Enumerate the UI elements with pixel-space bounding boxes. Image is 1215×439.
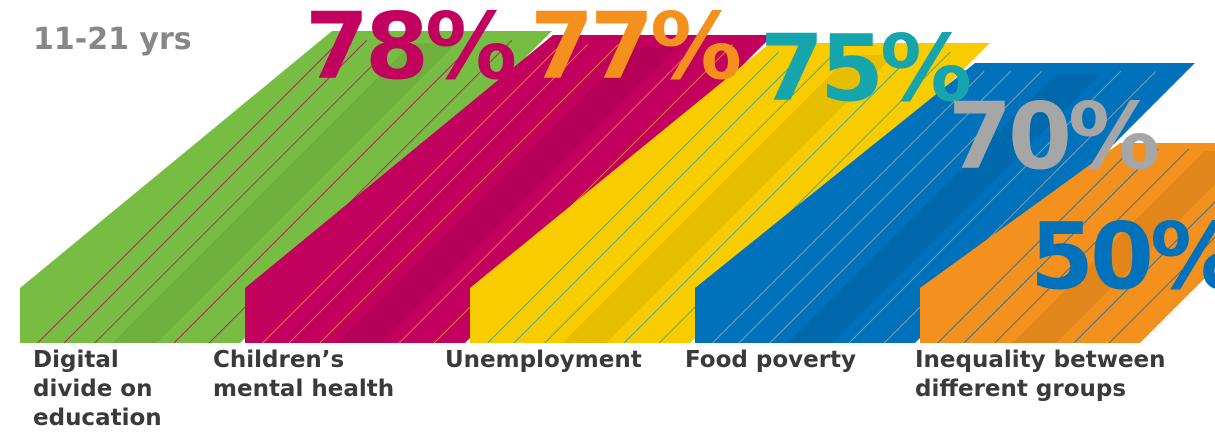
data-label-5: 50%: [1030, 203, 1215, 310]
bar-stripe-4-4: [848, 71, 1121, 344]
bar-stripe-5-5: [1108, 236, 1215, 344]
bar-stripe-1-4: [173, 40, 477, 344]
bar-stripe-5-4: [1073, 201, 1215, 344]
bar-stripe-4-1: [712, 71, 985, 344]
bar-4: [695, 63, 1195, 344]
bar-shade-4: [787, 74, 1101, 343]
bar-stripe-5-2: [963, 148, 1159, 344]
bar-stripe-5-1: [937, 148, 1132, 344]
category-label-4: Food poverty: [685, 347, 857, 373]
bar-shape-2: [245, 35, 773, 343]
bar-stripe-3-4: [623, 51, 916, 344]
bar-shape-4: [695, 63, 1195, 343]
bar-stripe-3-3: [544, 51, 837, 344]
bar-stripe-2-4: [398, 43, 699, 344]
bar-3: [470, 43, 990, 344]
bar-shape-5: [920, 143, 1215, 343]
bar-shade-1: [112, 43, 456, 343]
data-label-1: 78%: [305, 0, 515, 100]
bar-stripe-1-2: [63, 40, 367, 344]
data-label-3: 75%: [760, 15, 970, 122]
category-label-1: Digital divide on education: [33, 347, 162, 431]
data-label-4: 70%: [948, 83, 1158, 190]
bar-stripe-4-3: [769, 71, 1042, 344]
bar-shade-2: [337, 47, 678, 343]
bar-shade-5: [1012, 151, 1215, 343]
bar-stripe-1-3: [94, 40, 398, 344]
bar-stripe-2-2: [288, 43, 589, 344]
bar-stripe-4-2: [738, 71, 1011, 344]
bar-stripe-3-1: [487, 51, 779, 344]
bar-stripe-1-1: [37, 40, 341, 344]
bar-shape-1: [20, 31, 552, 343]
bar-stripe-2-3: [319, 43, 619, 344]
category-label-3: Unemployment: [445, 347, 642, 373]
bar-stripe-5-3: [994, 148, 1190, 344]
bar-5: [920, 143, 1215, 344]
age-range-label: 11-21 yrs: [33, 22, 192, 57]
bar-stripe-3-2: [513, 51, 806, 344]
bar-stripe-2-1: [262, 43, 562, 344]
bar-shade-3: [562, 55, 895, 343]
data-label-2: 77%: [530, 0, 740, 100]
category-label-2: Children’s mental health: [213, 347, 395, 402]
bar-shape-3: [470, 43, 990, 343]
bar-2: [245, 35, 773, 344]
category-label-5: Inequality between different groups: [915, 347, 1166, 402]
bar-1: [20, 31, 552, 344]
